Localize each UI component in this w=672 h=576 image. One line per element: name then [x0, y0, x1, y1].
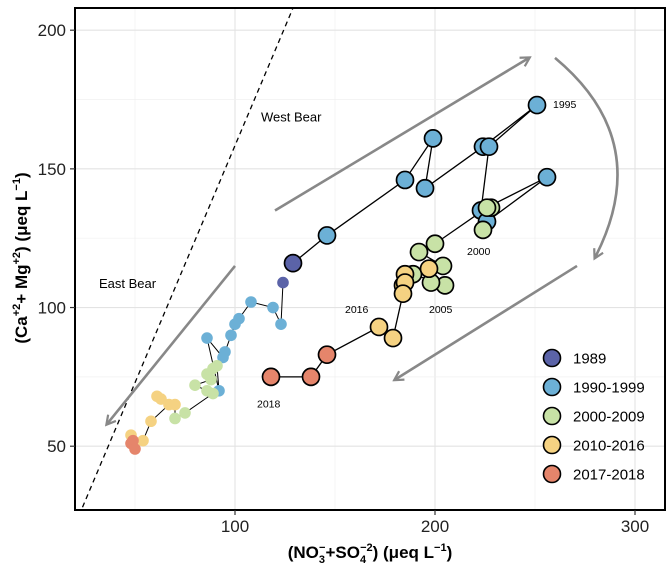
grid: [75, 8, 665, 510]
data-point-west-bear: [283, 253, 303, 273]
data-point-west-bear: [317, 345, 337, 365]
plot-background: [75, 8, 665, 510]
data-point-west-bear: [477, 198, 497, 218]
data-point-west-bear: [409, 242, 429, 262]
x-axis-title: (NO3−+SO4−2) (μeq L−1): [288, 542, 453, 566]
x-tick-label: 300: [621, 517, 649, 536]
y-tick-label: 50: [47, 437, 66, 456]
data-point-east-bear: [179, 407, 191, 419]
y-tick-label: 150: [38, 160, 66, 179]
data-point-west-bear: [383, 328, 403, 348]
legend-marker: [542, 377, 562, 397]
data-point-east-bear: [275, 318, 287, 330]
data-point-east-bear: [245, 296, 257, 308]
data-point-west-bear: [473, 220, 493, 240]
data-point-east-bear: [207, 387, 219, 400]
data-point-east-bear: [189, 379, 201, 391]
reference-line: [80, 8, 294, 510]
legend-marker: [542, 435, 562, 455]
legend-label: 2000-2009: [573, 409, 645, 426]
axes: 100 200 300 50 100 150 200: [38, 21, 650, 536]
annotation-2016: 2016: [345, 304, 369, 316]
y-tick-label: 200: [38, 21, 66, 40]
annotation-2018: 2018: [257, 398, 281, 410]
plot-frame: [74, 7, 666, 511]
data-point-east-bear: [169, 412, 181, 425]
curved-trend-arrow: [554, 56, 619, 258]
trend-arrow: [107, 265, 237, 424]
data-points: [125, 95, 557, 455]
data-point-west-bear: [393, 284, 413, 304]
data-point-east-bear: [277, 276, 289, 289]
data-point-west-bear: [419, 259, 439, 279]
data-point-west-bear: [537, 167, 557, 187]
legend-label: 1989: [573, 351, 606, 368]
annotation-1995: 1995: [553, 99, 577, 111]
annotation-2005: 2005: [429, 304, 453, 316]
x-tick-label: 200: [421, 517, 449, 536]
annotation-west-bear: West Bear: [261, 110, 322, 125]
data-point-east-bear: [137, 434, 149, 447]
data-point-east-bear: [145, 415, 157, 428]
legend-label: 1990-1999: [573, 380, 645, 397]
annotations: West Bear East Bear 1995 2000 2005 2016 2018: [99, 99, 577, 411]
data-point-west-bear: [415, 178, 435, 198]
data-point-west-bear: [479, 137, 499, 157]
data-point-west-bear: [317, 226, 337, 245]
x-tick-label: 100: [221, 517, 249, 536]
data-point-east-bear: [205, 373, 217, 386]
data-point-west-bear: [369, 317, 389, 337]
data-point-east-bear: [217, 351, 229, 364]
trend-arrow: [395, 264, 578, 380]
trend-arrow: [274, 58, 529, 212]
data-point-west-bear: [423, 129, 443, 148]
data-point-east-bear: [267, 301, 279, 314]
annotation-2000: 2000: [467, 246, 491, 258]
y-axis-title: (Ca+2+ Mg+2) (μeq L−1): [11, 172, 31, 343]
legend-label: 2010-2016: [573, 438, 645, 455]
trend-arrows: [107, 56, 619, 424]
legend: 1989 1990-1999 2000-2009 2010-2016 2017-2018: [542, 348, 645, 484]
data-point-west-bear: [527, 95, 547, 115]
legend-marker: [542, 348, 562, 368]
data-point-east-bear: [229, 318, 241, 330]
data-point-east-bear: [163, 398, 175, 411]
legend-marker: [542, 406, 562, 426]
reference-line-group: [80, 8, 294, 510]
data-point-west-bear: [395, 170, 415, 190]
data-point-east-bear: [129, 443, 141, 455]
data-point-west-bear: [261, 367, 281, 387]
data-point-east-bear: [151, 390, 163, 403]
y-tick-label: 100: [38, 299, 66, 318]
data-point-east-bear: [225, 329, 237, 342]
data-point-west-bear: [301, 367, 321, 387]
data-point-east-bear: [201, 332, 213, 344]
annotation-east-bear: East Bear: [99, 276, 157, 291]
legend-label: 2017-2018: [573, 467, 645, 484]
data-point-west-bear: [425, 234, 445, 254]
legend-marker: [542, 464, 562, 484]
